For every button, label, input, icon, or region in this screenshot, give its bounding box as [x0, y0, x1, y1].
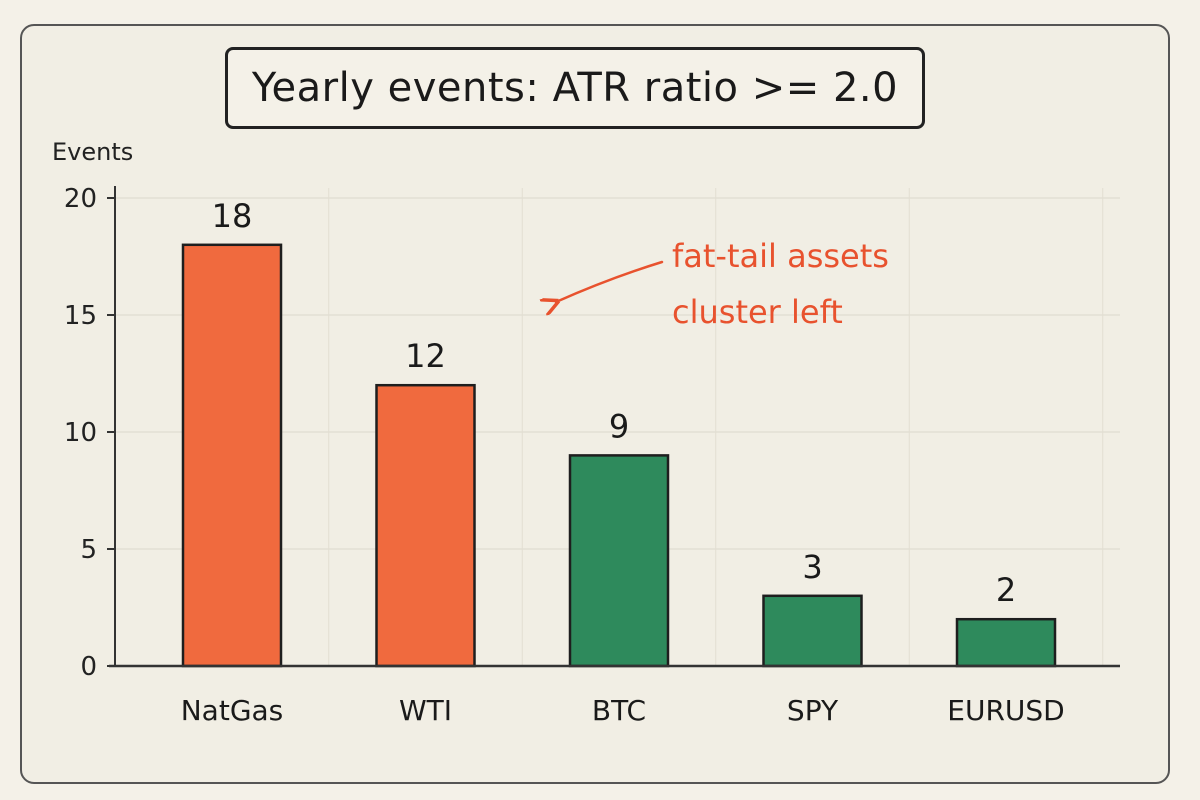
y-axis-label: Events — [52, 138, 133, 166]
category-label-eurusd: EURUSD — [947, 694, 1064, 727]
bar-wti — [375, 383, 476, 668]
annotation-line-2: cluster left — [672, 293, 843, 331]
value-label-btc: 9 — [609, 407, 629, 445]
category-label-spy: SPY — [787, 694, 839, 727]
bar-spy — [762, 594, 863, 668]
value-label-eurusd: 2 — [996, 571, 1016, 609]
bars — [181, 243, 1057, 668]
chart-title: Yearly events: ATR ratio >= 2.0 — [251, 65, 899, 111]
annotation-line-1: fat-tail assets — [672, 237, 889, 275]
value-labels: 18 12 9 3 2 — [212, 197, 1017, 609]
annotation-arrow — [556, 260, 664, 302]
category-label-natgas: NatGas — [181, 694, 284, 727]
category-label-wti: WTI — [399, 694, 452, 727]
y-tick-label-20: 20 — [64, 184, 97, 214]
chart-title-box: Yearly events: ATR ratio >= 2.0 — [225, 47, 925, 129]
y-tick-label-5: 5 — [80, 535, 97, 565]
annotation: fat-tail assets cluster left — [556, 237, 889, 331]
value-label-spy: 3 — [802, 548, 822, 586]
category-label-btc: BTC — [592, 694, 646, 727]
grid-lines — [115, 188, 1120, 666]
value-label-wti: 12 — [405, 337, 446, 375]
y-tick-label-10: 10 — [64, 418, 97, 448]
bar-natgas — [181, 243, 283, 668]
y-tick-label-15: 15 — [64, 301, 97, 331]
bar-eurusd — [955, 617, 1057, 668]
category-labels: NatGas WTI BTC SPY EURUSD — [181, 694, 1065, 727]
value-label-natgas: 18 — [212, 197, 253, 235]
y-ticks: 0 5 10 15 20 — [64, 184, 115, 682]
y-tick-label-0: 0 — [80, 652, 97, 682]
bar-btc — [568, 454, 670, 668]
